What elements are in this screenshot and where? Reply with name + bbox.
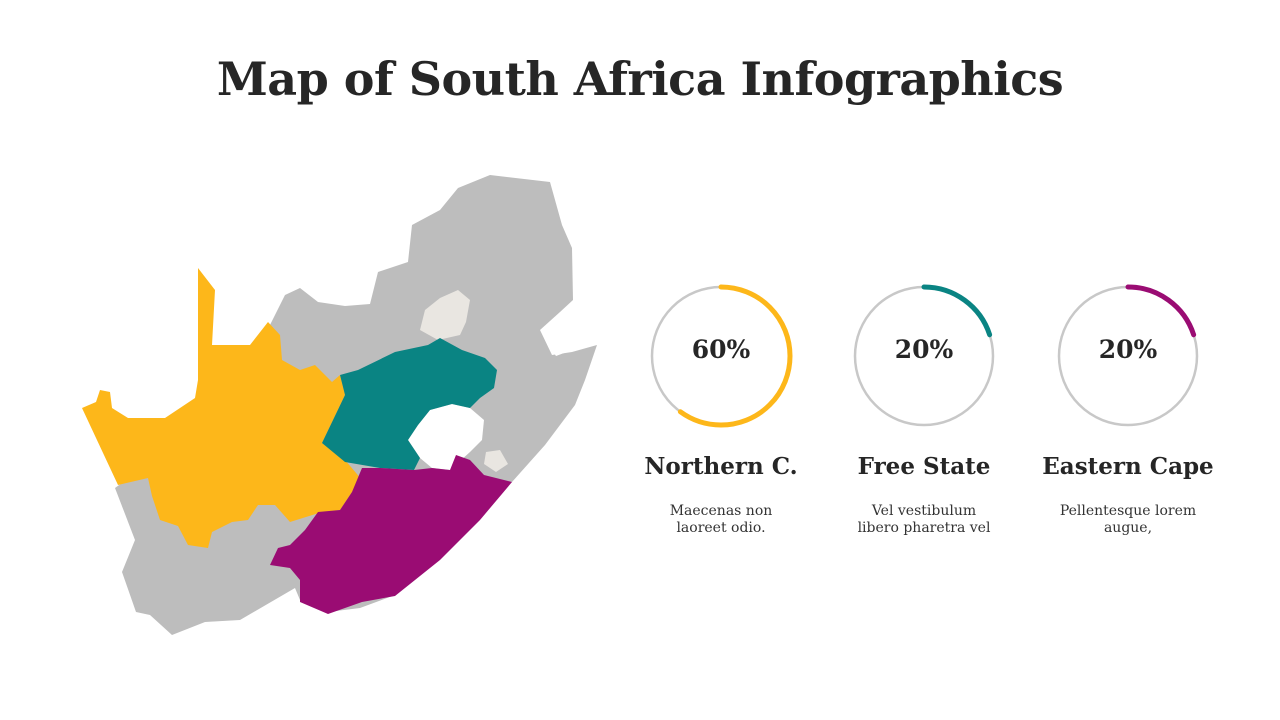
- map-region-free-state: [322, 338, 497, 470]
- stat-northern-cape: 60% Northern C. Maecenas non laoreet odi…: [611, 283, 831, 536]
- ring-svg: [1056, 284, 1200, 428]
- map-region-white-notch: [545, 318, 575, 356]
- region-name: Free State: [857, 453, 991, 480]
- description-line: augue,: [1103, 520, 1153, 536]
- description-line: laoreet odio.: [676, 520, 766, 536]
- ring-svg: [649, 284, 793, 428]
- progress-ring: 20%: [814, 283, 1034, 429]
- page-title: Map of South Africa Infographics: [216, 52, 1064, 106]
- map-region-white: [408, 404, 484, 470]
- progress-ring: 20%: [1018, 283, 1238, 429]
- map-region-light: [420, 290, 470, 340]
- map-region-eastern-cape: [270, 455, 512, 614]
- stat-free-state: 20% Free State Vel vestibulum libero pha…: [814, 283, 1034, 536]
- ring-svg: [852, 284, 996, 428]
- description-line: Maecenas non: [669, 503, 773, 519]
- percent-label: 20%: [1098, 335, 1158, 364]
- region-description: Pellentesque lorem augue,: [1058, 503, 1198, 537]
- percent-label: 20%: [894, 335, 954, 364]
- ring-progress: [852, 284, 996, 428]
- description-line: libero pharetra vel: [857, 520, 991, 536]
- south-africa-map: [82, 175, 597, 635]
- map-region-light-small: [484, 450, 508, 472]
- ring-progress: [1056, 284, 1200, 428]
- stat-eastern-cape: 20% Eastern Cape Pellentesque lorem augu…: [1018, 283, 1238, 536]
- region-name: Eastern Cape: [1042, 453, 1214, 480]
- progress-ring: 60%: [611, 283, 831, 429]
- description-line: Vel vestibulum: [871, 503, 977, 519]
- description-line: Pellentesque lorem: [1059, 503, 1197, 519]
- percent-label: 60%: [691, 335, 751, 364]
- region-description: Vel vestibulum libero pharetra vel: [854, 503, 994, 537]
- ring-progress: [649, 284, 793, 428]
- region-name: Northern C.: [644, 453, 798, 480]
- map-region-northern-cape: [82, 268, 362, 548]
- region-description: Maecenas non laoreet odio.: [651, 503, 791, 537]
